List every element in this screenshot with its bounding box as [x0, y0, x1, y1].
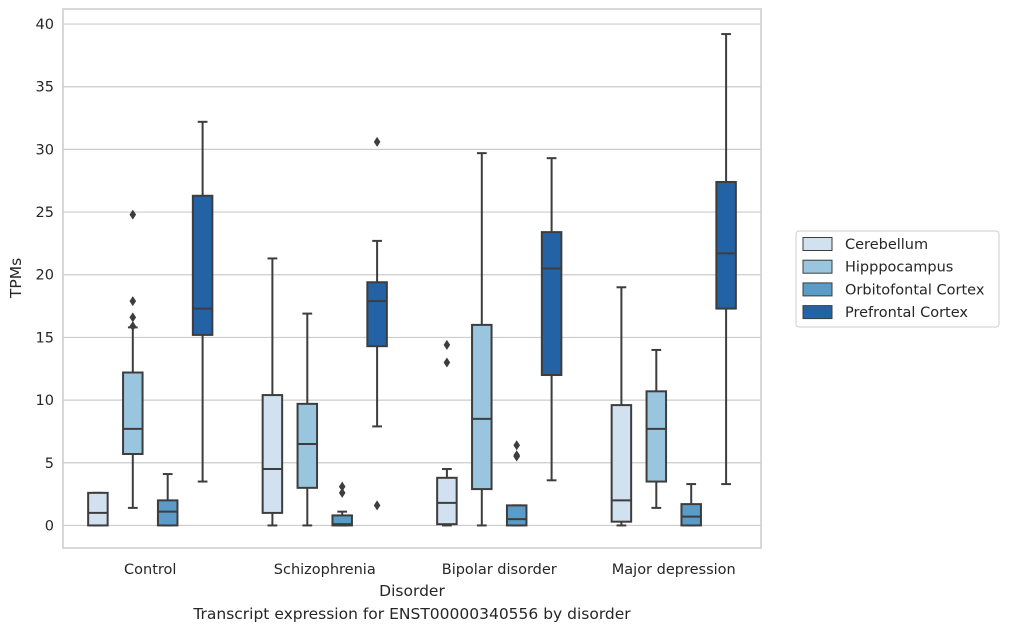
box-orbitofontal-cortex — [505, 440, 528, 527]
box-body — [471, 323, 493, 491]
box-body — [191, 194, 214, 336]
box-body — [645, 390, 668, 483]
legend-label: Orbitofontal Cortex — [845, 282, 985, 298]
box-cerebellum — [436, 339, 458, 527]
outlier-marker — [129, 296, 137, 307]
box-orbitofontal-cortex — [331, 481, 353, 527]
box-body — [610, 404, 633, 523]
x-tick-labels: Control Schizophrenia Bipolar disorder Majo… — [124, 562, 736, 578]
legend-label: Prefrontal Cortex — [845, 305, 968, 321]
box-body — [715, 180, 737, 310]
outlier-marker — [513, 450, 520, 461]
box-prefrontal-cortex — [366, 136, 388, 511]
box-hipppocampus — [645, 348, 668, 509]
legend: Cerebellum Hipppocampus Orbitofontal Corte… — [795, 230, 1000, 328]
outlier-marker — [338, 487, 346, 498]
y-tick-label: 35 — [36, 80, 54, 96]
box-body — [505, 504, 528, 527]
box-body — [156, 499, 179, 527]
legend-swatch — [802, 259, 833, 274]
legend-swatch — [802, 305, 833, 320]
y-tick-label: 25 — [36, 205, 54, 221]
box-body — [540, 231, 563, 377]
x-tick-label: Control — [124, 562, 176, 578]
box-body — [122, 371, 144, 455]
legend-swatch — [802, 237, 833, 251]
box-body — [87, 491, 109, 527]
outlier-marker — [338, 481, 346, 492]
y-tick-label: 20 — [36, 268, 54, 284]
box-orbitofontal-cortex — [156, 473, 179, 527]
x-tick-label: Bipolar disorder — [442, 562, 557, 578]
y-tick-label: 10 — [36, 393, 54, 409]
figure-caption: Transcript expression for ENST0000034055… — [193, 605, 631, 623]
outlier-marker — [443, 357, 451, 368]
box-orbitofontal-cortex — [680, 483, 702, 527]
x-axis-title: Disorder — [379, 582, 445, 600]
box-cerebellum — [261, 257, 284, 527]
legend-frame — [795, 230, 1000, 328]
box-body — [261, 394, 284, 514]
outlier-marker — [129, 209, 137, 220]
outlier-marker — [129, 312, 137, 323]
y-tick-label: 30 — [36, 142, 54, 158]
outlier-marker — [129, 321, 137, 332]
grid-lines — [63, 23, 761, 527]
legend-label: Cerebellum — [845, 237, 928, 253]
y-axis-title: TPMs — [7, 258, 25, 299]
box-prefrontal-cortex — [715, 33, 737, 486]
outlier-marker — [443, 339, 451, 350]
y-tick-labels: 0 5 10 15 20 25 30 35 40 — [36, 17, 54, 534]
legend-swatch — [802, 282, 833, 297]
box-body — [680, 503, 702, 527]
y-tick-label: 40 — [36, 17, 54, 33]
box-body — [331, 514, 353, 527]
box-plots — [87, 33, 737, 527]
box-prefrontal-cortex — [191, 120, 214, 483]
legend-label: Hipppocampus — [845, 260, 953, 276]
box-hipppocampus — [296, 312, 319, 527]
box-cerebellum — [87, 491, 109, 527]
box-body — [366, 281, 388, 348]
box-prefrontal-cortex — [540, 157, 563, 482]
box-cerebellum — [610, 286, 633, 527]
plot-frame — [62, 8, 762, 549]
outlier-marker — [373, 136, 381, 147]
box-hipppocampus — [122, 209, 144, 509]
box-body — [436, 476, 458, 526]
y-tick-label: 0 — [45, 518, 54, 534]
x-tick-label: Major depression — [612, 562, 736, 578]
y-tick-label: 5 — [45, 456, 54, 472]
outlier-marker — [513, 440, 520, 451]
x-tick-label: Schizophrenia — [274, 562, 376, 578]
y-tick-label: 15 — [36, 330, 54, 346]
box-hipppocampus — [471, 152, 493, 527]
outlier-marker — [373, 500, 381, 511]
box-body — [296, 402, 319, 489]
